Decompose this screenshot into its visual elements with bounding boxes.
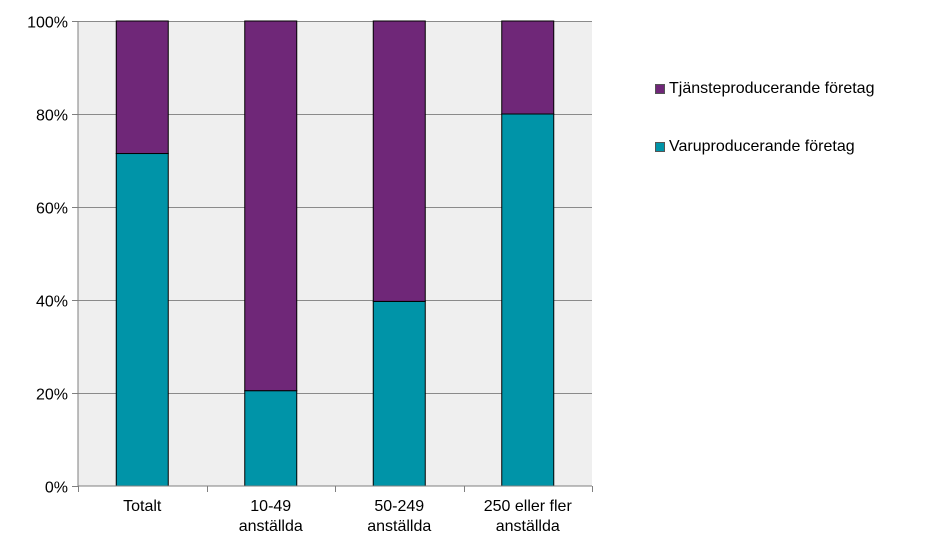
legend-label: Varuproducerande företag [669,138,855,155]
legend-item: Tjänsteproducerande företag [655,78,874,100]
bar-tj-nsteproducerande-f-retag-1 [244,20,298,392]
bar-varuproducerande-f-retag-0 [115,153,169,487]
y-tick-label: 20% [36,387,68,404]
x-tick-label: Totalt [123,498,162,515]
y-tick-label: 60% [36,201,68,218]
x-tick-label-line: 250 eller fler [484,498,573,515]
bar-varuproducerande-f-retag-3 [501,113,555,487]
x-tick-label-line: anställda [367,518,431,535]
bar-tj-nsteproducerande-f-retag-2 [372,20,426,302]
x-tick-label-line: Totalt [123,498,162,515]
y-tick-label: 100% [27,15,68,32]
legend-item: Varuproducerande företag [655,136,874,158]
bar-varuproducerande-f-retag-1 [244,390,298,487]
x-tick-label-line: 50-249 [374,498,424,515]
x-tick-label-line: anställda [239,518,303,535]
x-tick-label: 250 eller fler anställda [484,498,573,535]
axes [72,21,593,492]
legend-label: Tjänsteproducerande företag [669,80,875,97]
y-tick-labels: 0% 20% 40% 60% 80% 100% [27,15,68,497]
x-tick-label-line: 10-49 [250,498,291,515]
bar-tj-nsteproducerande-f-retag-3 [501,20,555,115]
bar-tj-nsteproducerande-f-retag-0 [115,20,169,155]
legend-swatch [655,142,665,152]
bar-varuproducerande-f-retag-2 [372,300,426,487]
legend: Tjänsteproducerande företag Varuproducera… [655,78,874,194]
y-tick-label: 40% [36,294,68,311]
y-tick-label: 80% [36,108,68,125]
y-tick-label: 0% [45,480,68,497]
bars [115,20,555,487]
x-tick-label: 10-49 anställda [239,498,303,535]
legend-swatch [655,84,665,94]
x-tick-label: 50-249 anställda [367,498,431,535]
x-tick-label-line: anställda [496,518,560,535]
